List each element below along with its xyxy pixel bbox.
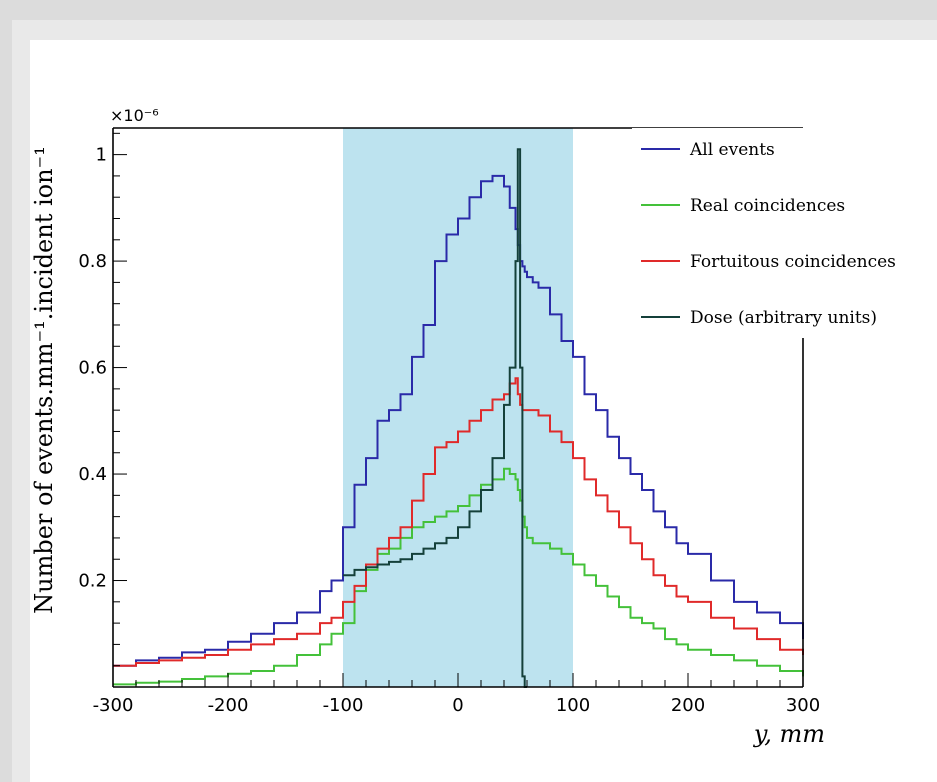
legend-box xyxy=(632,128,937,338)
x-tick-labels: -300 -200 -100 0 100 200 300 xyxy=(93,695,821,716)
series-layer xyxy=(113,148,804,688)
x-tick-label: 300 xyxy=(786,695,820,716)
y-multiplier: ×10⁻⁶ xyxy=(110,106,159,125)
x-tick-label: 200 xyxy=(671,695,705,716)
series-line-1 xyxy=(113,467,804,686)
legend-label-1: Real coincidences xyxy=(690,196,845,216)
y-axis-label: Number of events.mm⁻¹.incident ion⁻¹ xyxy=(30,146,58,614)
shaded-region-layer xyxy=(343,128,573,687)
y-tick-label: 0.6 xyxy=(78,358,107,379)
y-tick-labels: 0.2 0.4 0.6 0.8 1 xyxy=(78,145,107,592)
x-axis-label: y, mm xyxy=(753,720,825,748)
y-tick-label: 0.8 xyxy=(78,251,107,272)
legend-label-0: All events xyxy=(689,140,775,160)
y-tick-label: 1 xyxy=(96,145,107,166)
y-tick-label: 0.4 xyxy=(78,464,107,485)
legend-label-2: Fortuitous coincidences xyxy=(690,252,896,272)
x-tick-label: -100 xyxy=(323,695,364,716)
x-tick-label: 0 xyxy=(452,695,463,716)
x-tick-label: -300 xyxy=(93,695,134,716)
y-tick-label: 0.2 xyxy=(78,571,107,592)
x-tick-label: 100 xyxy=(556,695,590,716)
series-line-2 xyxy=(113,377,804,667)
x-tick-label: -200 xyxy=(208,695,249,716)
shaded-region xyxy=(343,128,573,687)
legend-label-3: Dose (arbitrary units) xyxy=(690,308,877,328)
series-line-0 xyxy=(113,174,804,667)
legend: All events Real coincidences Fortuitous co… xyxy=(632,128,937,338)
series-line-3 xyxy=(343,148,527,688)
